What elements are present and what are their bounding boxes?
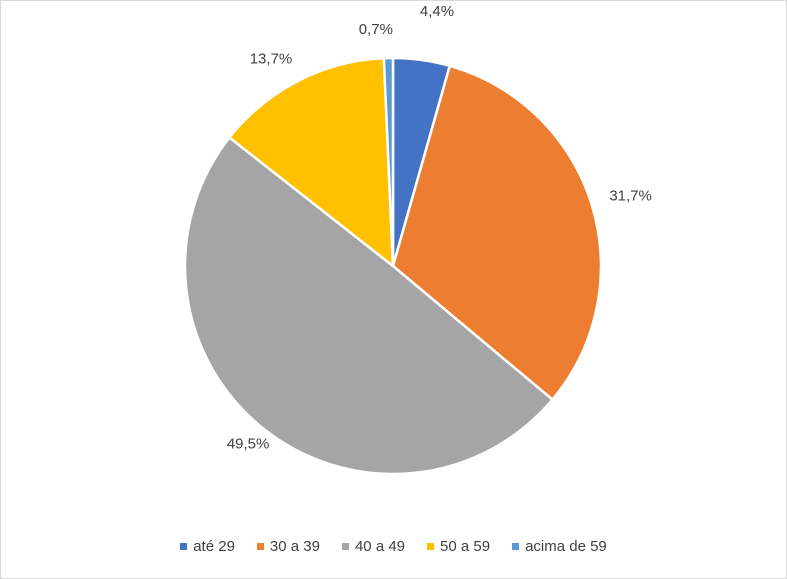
legend-swatch bbox=[427, 543, 435, 550]
pie-data-labels: 4,4% 31,7% 49,5% 13,7% 0,7% bbox=[227, 3, 652, 452]
data-label-2: 31,7% bbox=[609, 188, 652, 205]
pie-slice-5 bbox=[382, 56, 395, 268]
chart-legend: até 29 30 a 39 40 a 49 50 a 59 acima de 59 bbox=[0, 538, 787, 555]
legend-item-5: acima de 59 bbox=[512, 538, 607, 555]
legend-label: 30 a 39 bbox=[269, 538, 320, 555]
data-label-5: 0,7% bbox=[359, 21, 393, 38]
legend-label: 40 a 49 bbox=[354, 538, 406, 555]
legend-swatch bbox=[180, 543, 188, 550]
pie-slices bbox=[183, 56, 603, 476]
pie-slice-4 bbox=[228, 56, 395, 268]
legend-label: até 29 bbox=[193, 538, 235, 555]
data-label-3: 49,5% bbox=[227, 436, 270, 453]
legend-label: 50 a 59 bbox=[440, 538, 491, 555]
pie-slice-3 bbox=[183, 136, 554, 476]
data-label-1: 4,4% bbox=[420, 3, 454, 20]
legend-label: acima de 59 bbox=[525, 538, 607, 555]
legend-item-4: 50 a 59 bbox=[427, 538, 490, 555]
legend-swatch bbox=[256, 543, 264, 550]
legend-swatch bbox=[512, 543, 520, 550]
legend-swatch bbox=[341, 543, 349, 550]
legend-item-2: 30 a 39 bbox=[256, 538, 320, 555]
pie-slice-2 bbox=[391, 64, 603, 401]
legend-item-1: até 29 bbox=[180, 538, 235, 555]
data-label-4: 13,7% bbox=[250, 51, 293, 68]
legend-item-3: 40 a 49 bbox=[341, 538, 406, 555]
